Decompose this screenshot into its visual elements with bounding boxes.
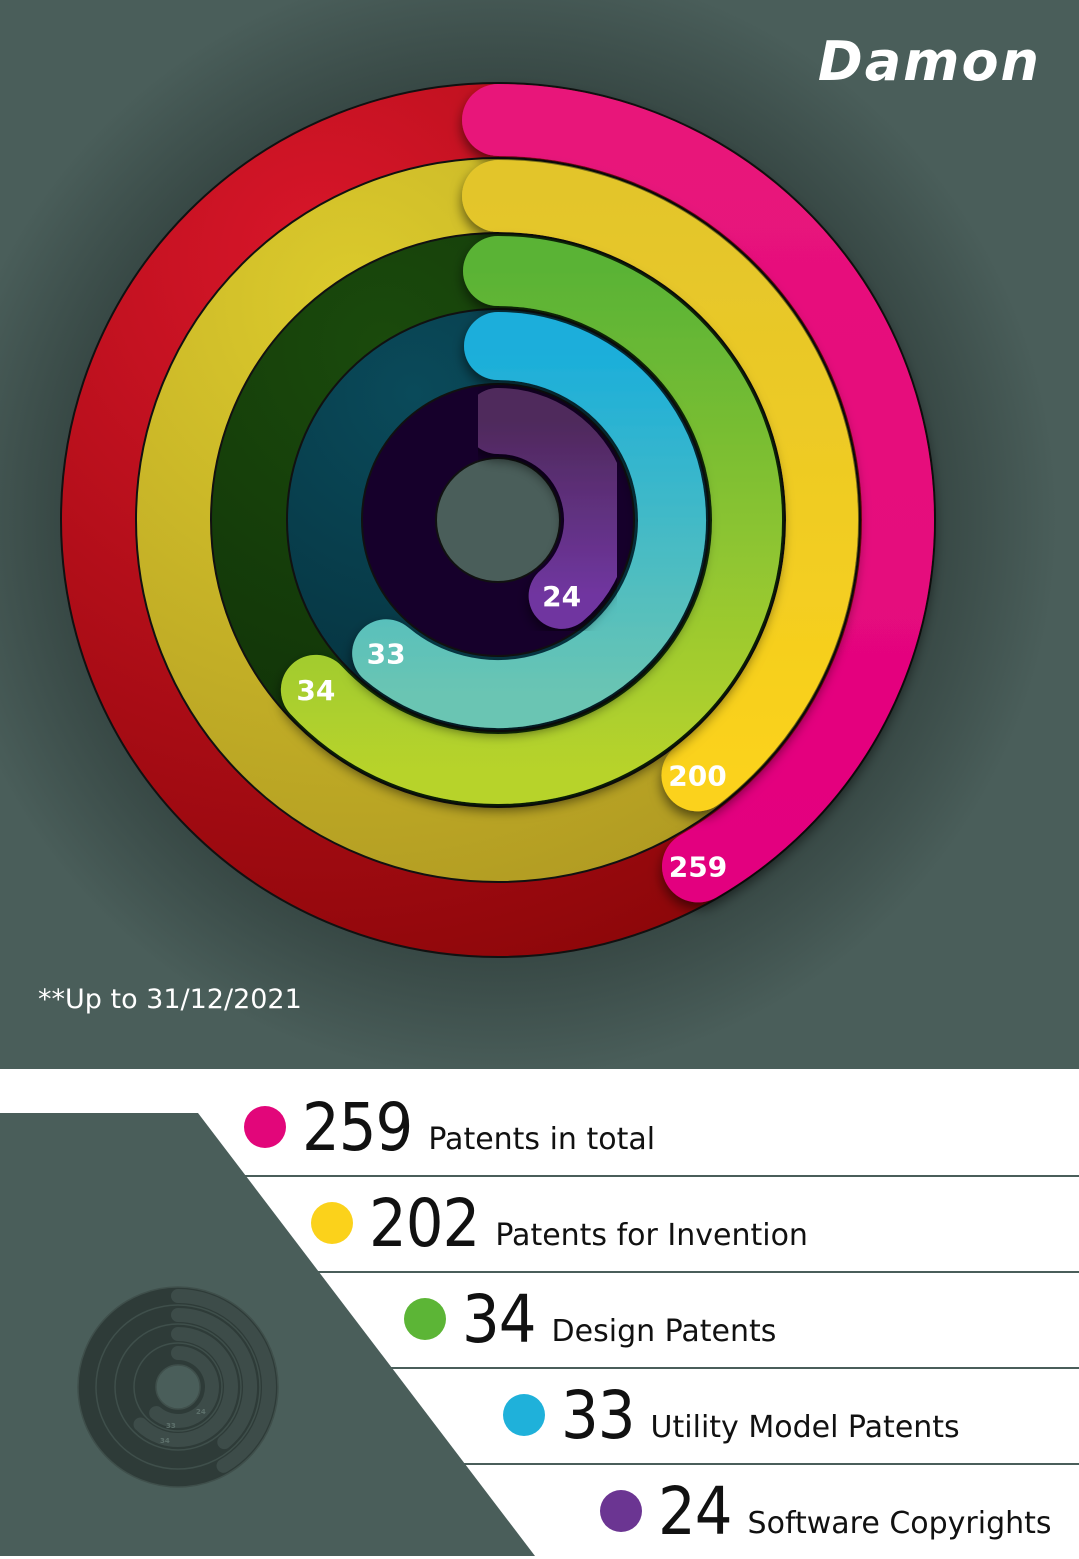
chart-panel: 259 200 34 33 24 Damon **Up to 31/12/2021 bbox=[0, 0, 1079, 1069]
legend-label-design: Design Patents bbox=[551, 1313, 777, 1349]
arc-utility bbox=[352, 312, 706, 728]
arc-label-software: 24 bbox=[542, 580, 581, 613]
legend-panel: 24 33 34 259 Patents in total 202 Patents … bbox=[0, 1069, 1079, 1556]
legend-dot-software bbox=[600, 1490, 642, 1532]
legend-value-utility: 33 bbox=[561, 1376, 636, 1454]
arc-design bbox=[280, 236, 782, 804]
arc-invention bbox=[462, 160, 858, 812]
mini-arc-1 bbox=[171, 1308, 257, 1450]
legend-dot-total bbox=[244, 1106, 286, 1148]
arc-software bbox=[465, 388, 630, 629]
mini-ring-4 bbox=[155, 1364, 201, 1410]
mini-arc-0 bbox=[171, 1289, 276, 1473]
radial-chart: 259 200 34 33 24 bbox=[60, 82, 936, 958]
legend-row-design: 34 Design Patents bbox=[364, 1271, 1079, 1369]
legend-label-software: Software Copyrights bbox=[747, 1505, 1052, 1541]
legend-row-utility: 33 Utility Model Patents bbox=[441, 1367, 1079, 1465]
center-hole bbox=[435, 457, 561, 583]
arc-total bbox=[462, 84, 934, 903]
legend-value-invention: 202 bbox=[369, 1184, 480, 1262]
damon-logo: Damon bbox=[817, 30, 1041, 93]
arc-label-design: 34 bbox=[296, 674, 335, 707]
mini-arc-3 bbox=[149, 1346, 219, 1428]
legend-value-design: 34 bbox=[462, 1280, 537, 1358]
mini-label-33: 33 bbox=[166, 1422, 176, 1430]
legend-dot-utility bbox=[503, 1394, 545, 1436]
legend-label-utility: Utility Model Patents bbox=[650, 1409, 960, 1445]
legend-label-total: Patents in total bbox=[428, 1121, 656, 1157]
mini-chart-decoration: 24 33 34 bbox=[0, 1113, 535, 1556]
arc-label-utility: 33 bbox=[367, 637, 406, 670]
legend-label-invention: Patents for Invention bbox=[495, 1217, 808, 1253]
legend-value-total: 259 bbox=[302, 1088, 413, 1166]
legend-row-invention: 202 Patents for Invention bbox=[265, 1175, 1079, 1273]
legend-row-software: 24 Software Copyrights bbox=[512, 1463, 1079, 1559]
arc-label-invention: 200 bbox=[668, 759, 726, 792]
arc-label-total: 259 bbox=[669, 850, 727, 883]
footnote-date: **Up to 31/12/2021 bbox=[38, 984, 302, 1015]
mini-label-34: 34 bbox=[160, 1437, 170, 1445]
mini-arc-2 bbox=[133, 1327, 238, 1447]
legend-row-total: 259 Patents in total bbox=[198, 1079, 1079, 1177]
mini-label-24: 24 bbox=[196, 1408, 206, 1416]
legend-dot-invention bbox=[311, 1202, 353, 1244]
legend-value-software: 24 bbox=[658, 1472, 733, 1550]
legend-dot-design bbox=[404, 1298, 446, 1340]
